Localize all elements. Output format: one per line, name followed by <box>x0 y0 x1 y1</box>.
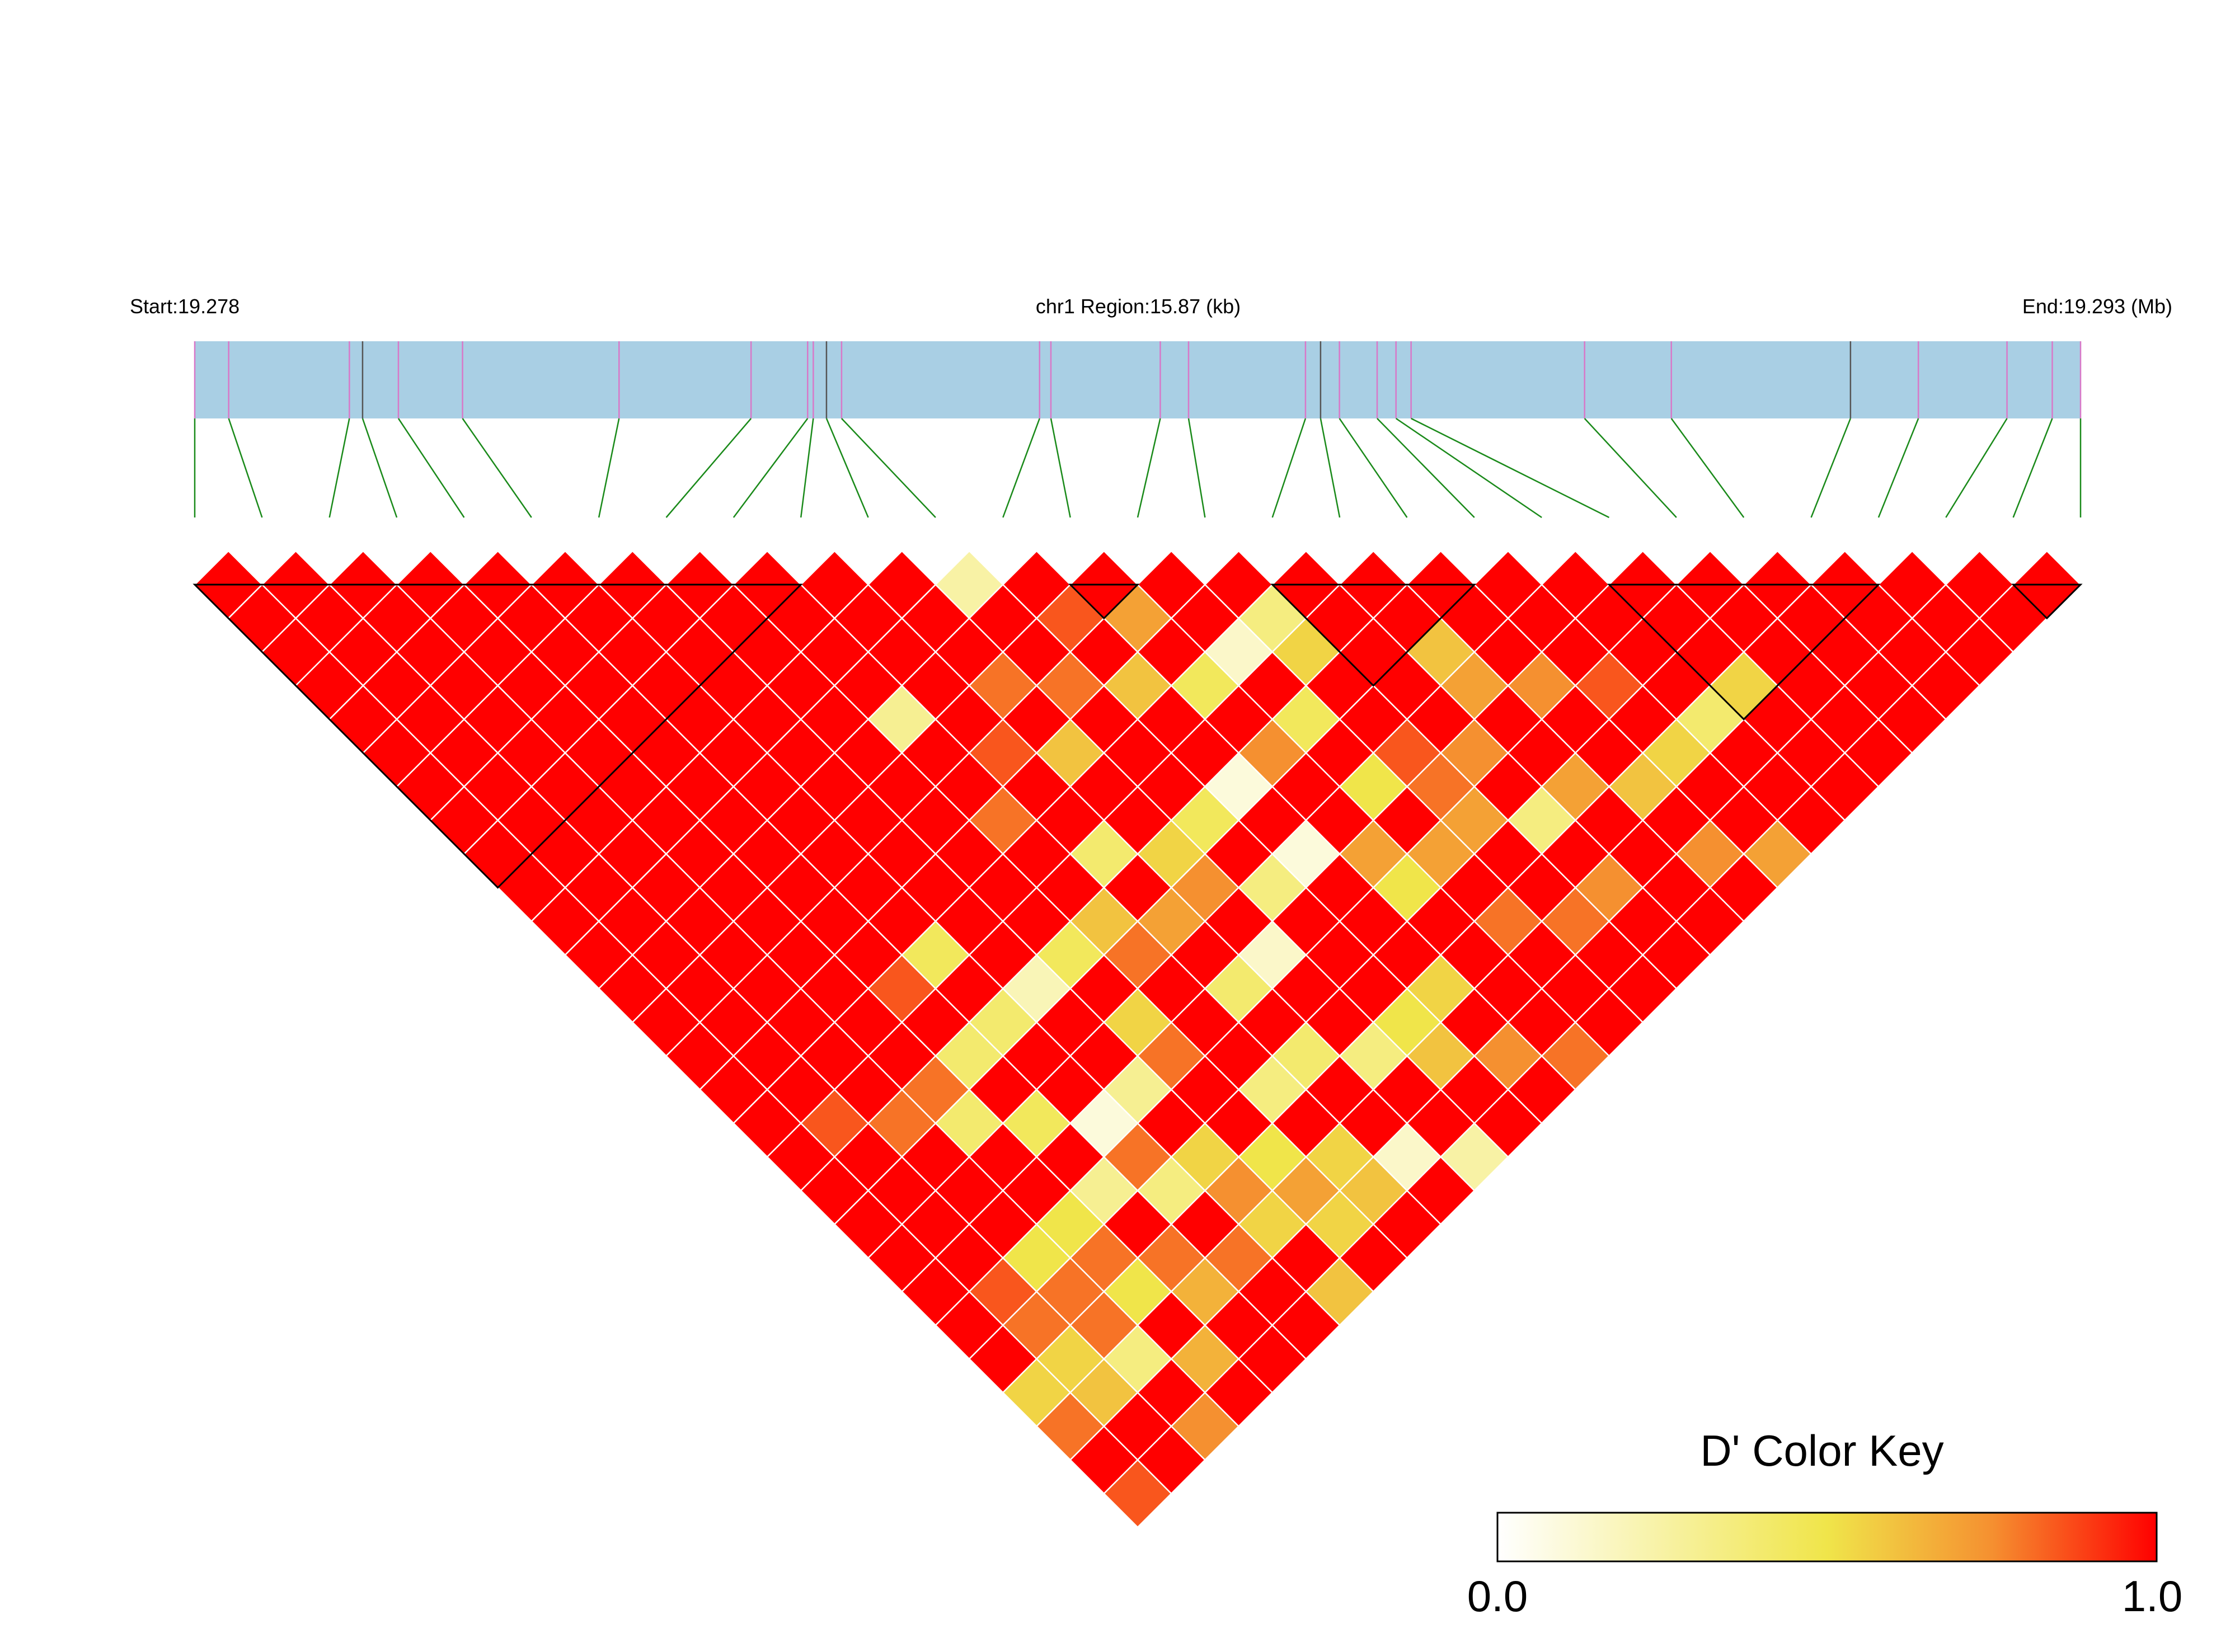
snp-connector <box>598 418 620 518</box>
snp-connector <box>1945 418 2008 518</box>
snp-connector <box>361 418 398 518</box>
snp-connector <box>1271 418 1307 518</box>
snp-connector <box>1187 418 1206 518</box>
snp-connector <box>1050 418 1071 518</box>
snp-connector <box>1320 418 1341 518</box>
ld-block-outline <box>1607 583 1881 721</box>
snp-connector <box>328 418 350 518</box>
snp-connector <box>1339 418 1408 518</box>
snp-connector <box>665 418 752 518</box>
color-key-max-label: 1.0 <box>2122 1571 2182 1621</box>
ld-block-outline <box>1068 583 1140 620</box>
color-key-title: D' Color Key <box>1700 1426 1943 1475</box>
color-key-min-label: 0.0 <box>1467 1571 1528 1621</box>
snp-connectors <box>194 417 2082 519</box>
snp-connector <box>1810 418 1852 518</box>
snp-connector <box>462 418 532 518</box>
snp-connector <box>1877 418 1919 518</box>
region-start-label: Start:19.278 <box>130 295 240 318</box>
snp-connector <box>841 418 936 518</box>
snp-connector <box>1137 418 1161 518</box>
snp-connector <box>1377 418 1475 518</box>
snp-connector <box>800 418 814 518</box>
ld-blocks <box>192 583 2083 889</box>
snp-connector <box>397 418 465 518</box>
snp-connector <box>1002 418 1040 518</box>
region-center-label: chr1 Region:15.87 (kb) <box>1036 295 1241 318</box>
snp-connector <box>1411 417 1610 519</box>
snp-connector <box>825 418 869 518</box>
region-end-label: End:19.293 (Mb) <box>2022 295 2172 318</box>
snp-connector <box>1395 417 1542 519</box>
ld-block-outline <box>2011 583 2083 620</box>
ld-block-outline <box>1270 583 1477 687</box>
snp-lines <box>194 341 2082 418</box>
region-bar <box>195 341 2081 418</box>
snp-connector <box>1584 418 1677 518</box>
snp-connector <box>228 418 263 518</box>
snp-connector <box>2012 418 2053 518</box>
color-key-bar <box>1496 1512 2158 1562</box>
snp-connector <box>1670 418 1745 518</box>
snp-connector <box>733 418 809 518</box>
ld-block-outline <box>192 583 803 889</box>
